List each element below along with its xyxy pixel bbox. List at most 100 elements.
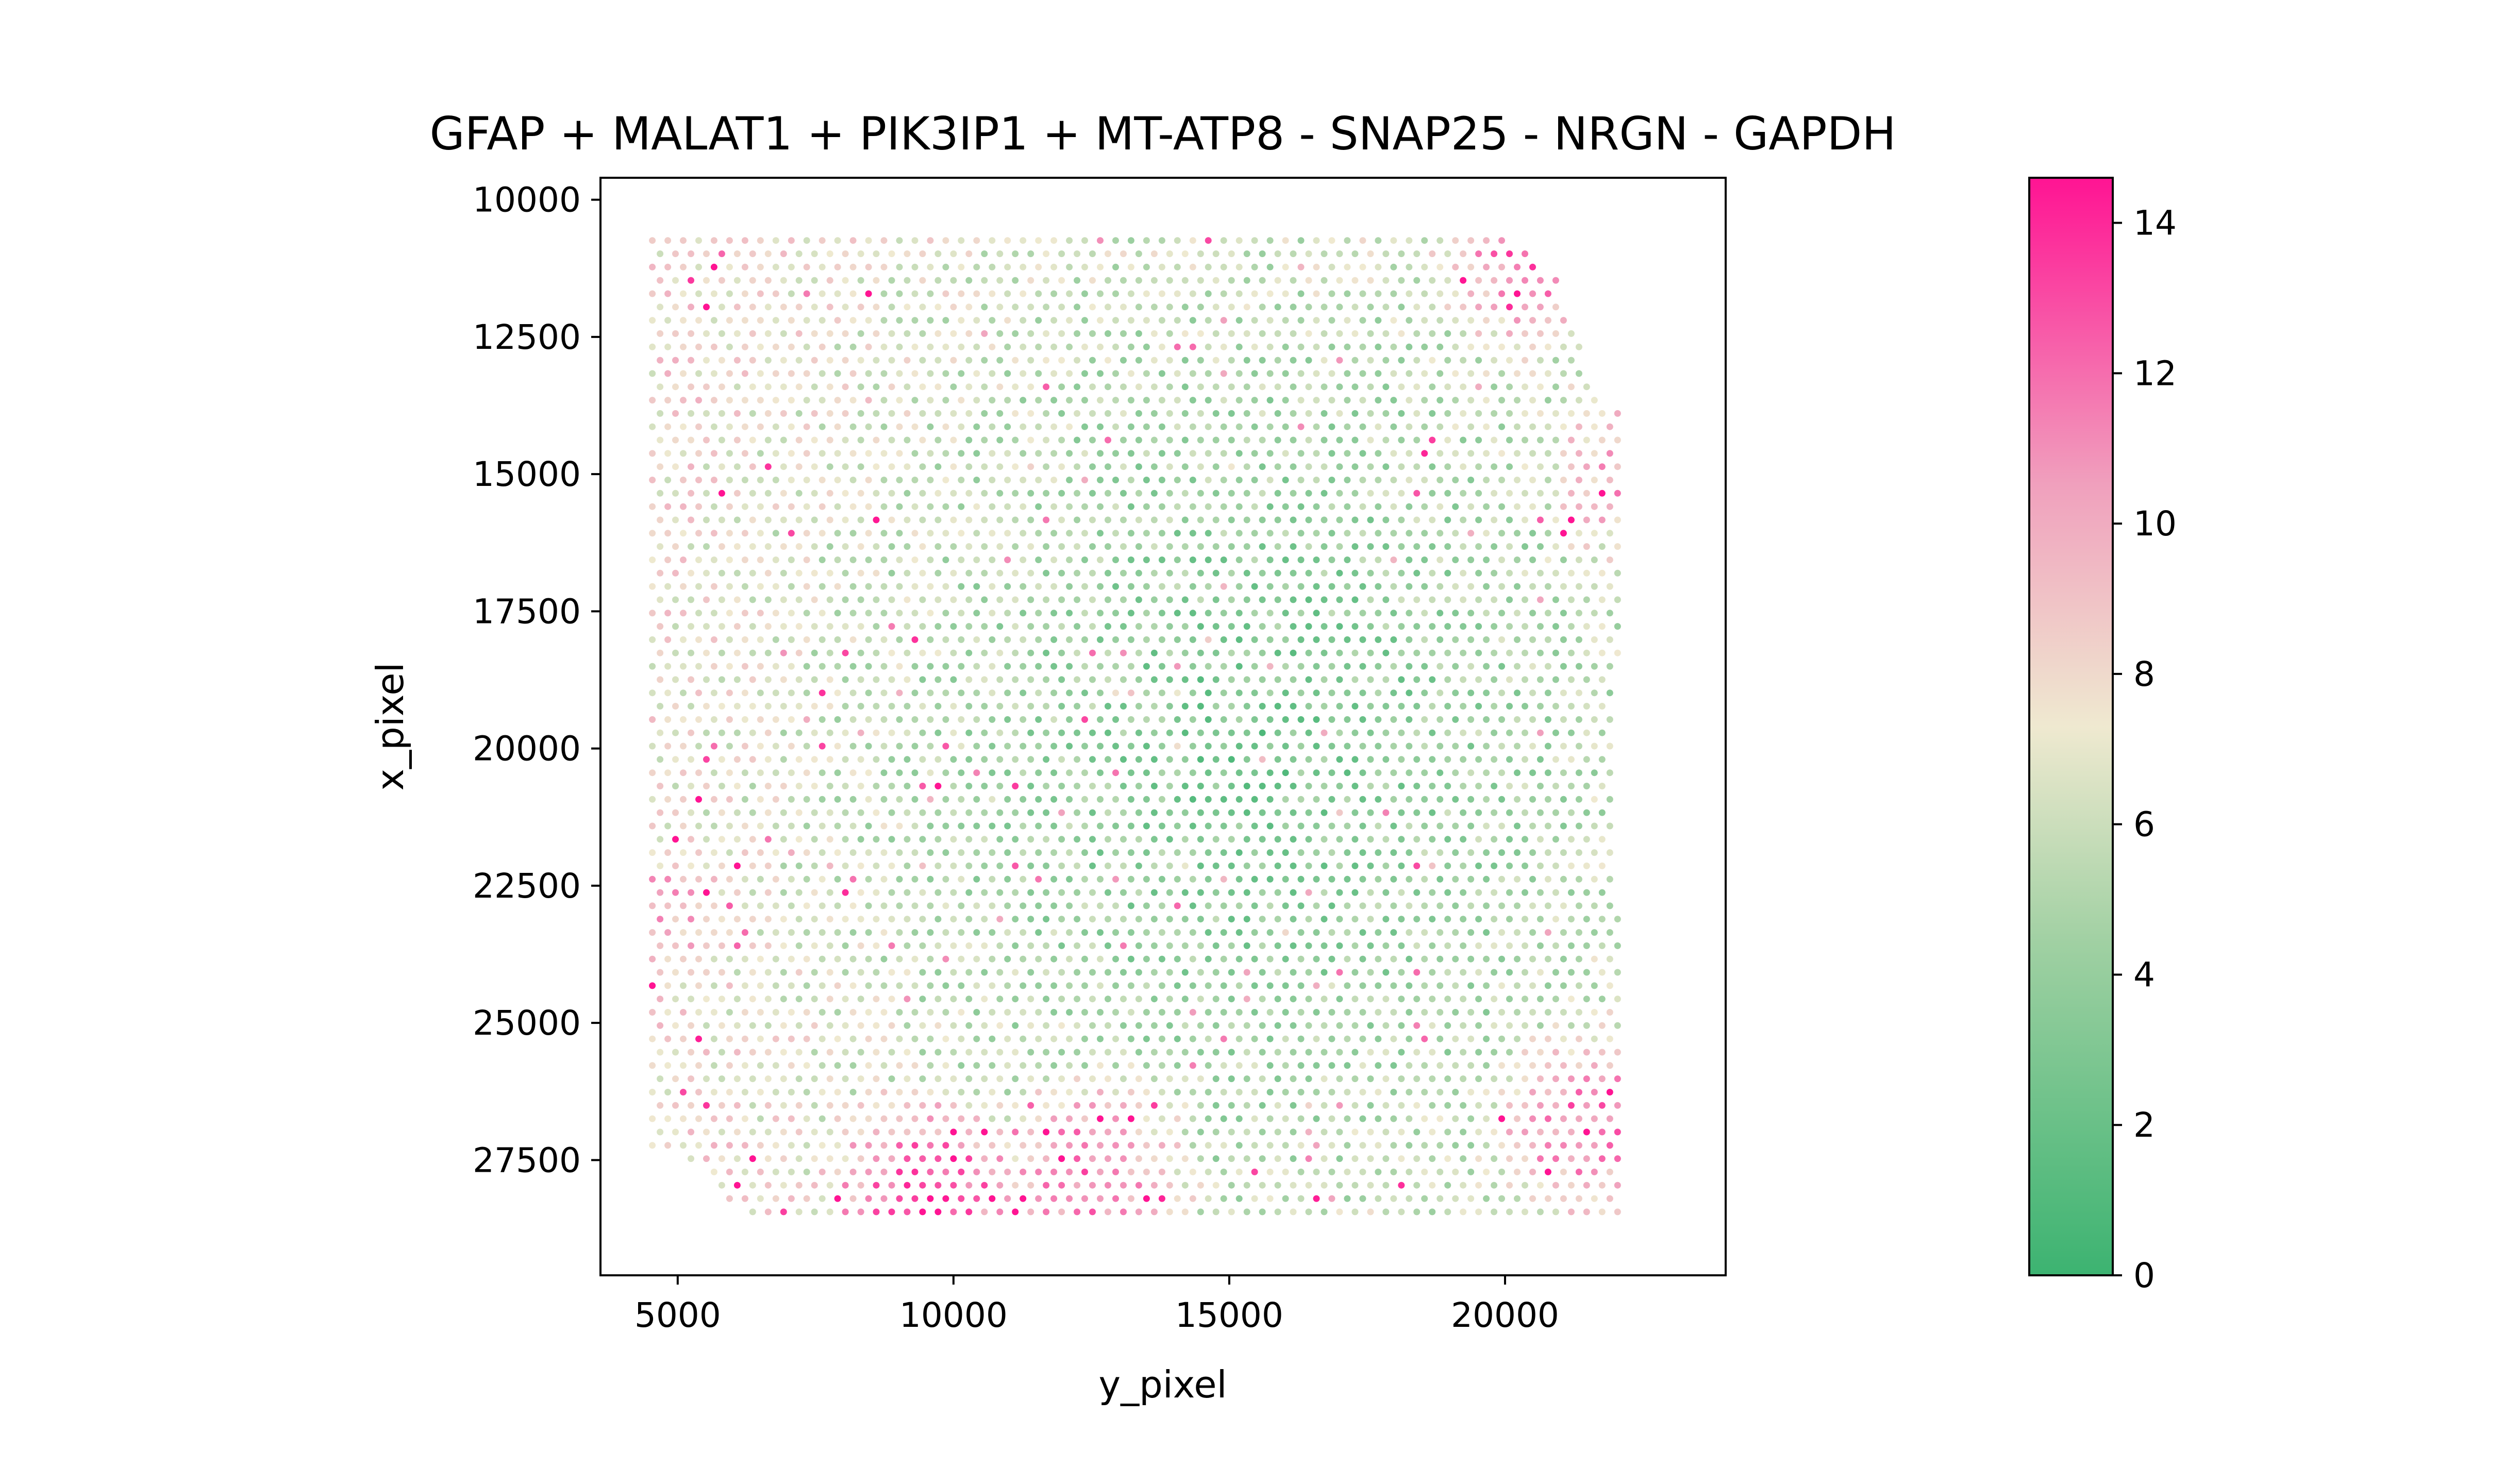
spot xyxy=(649,822,656,830)
spot xyxy=(1382,410,1390,417)
spot xyxy=(664,530,672,537)
spot xyxy=(1429,729,1436,736)
spot xyxy=(1421,1142,1428,1149)
spot xyxy=(1135,942,1142,949)
spot xyxy=(733,543,741,550)
spot xyxy=(1297,317,1305,324)
spot xyxy=(880,636,888,643)
spot xyxy=(1004,397,1011,404)
spot xyxy=(1266,875,1274,883)
spot xyxy=(749,996,756,1003)
spot xyxy=(672,809,679,816)
spot xyxy=(1475,1182,1482,1189)
spot xyxy=(973,530,980,537)
spot xyxy=(657,277,664,284)
spot xyxy=(989,503,996,510)
spot xyxy=(1552,596,1559,603)
spot xyxy=(1344,1035,1351,1042)
spot xyxy=(741,929,748,936)
spot xyxy=(958,849,965,856)
spot xyxy=(1259,569,1266,577)
spot xyxy=(695,263,702,271)
spot xyxy=(865,1168,872,1175)
spot xyxy=(849,450,857,457)
spot xyxy=(1112,636,1119,643)
spot xyxy=(1074,303,1081,311)
spot xyxy=(849,796,857,803)
spot xyxy=(1375,1089,1382,1095)
spot xyxy=(1382,1128,1390,1136)
spot xyxy=(1274,623,1281,630)
spot xyxy=(873,1208,880,1216)
spot xyxy=(749,330,756,337)
spot xyxy=(950,1155,957,1162)
spot xyxy=(1058,250,1065,257)
spot xyxy=(888,357,895,364)
spot xyxy=(788,450,795,457)
spot xyxy=(1583,463,1590,470)
spot xyxy=(842,1075,849,1083)
spot xyxy=(1575,1089,1582,1095)
spot xyxy=(772,583,779,590)
spot xyxy=(1205,477,1212,483)
spot xyxy=(958,1009,965,1016)
spot xyxy=(1135,703,1142,710)
spot xyxy=(1359,663,1366,670)
spot xyxy=(1498,1062,1505,1069)
spot xyxy=(1282,370,1289,377)
spot xyxy=(981,783,988,789)
spot xyxy=(672,543,679,550)
spot xyxy=(1290,969,1297,976)
spot xyxy=(733,357,741,364)
spot xyxy=(1498,610,1505,617)
spot xyxy=(1313,583,1320,590)
spot xyxy=(672,596,679,603)
spot xyxy=(911,370,918,377)
spot xyxy=(1290,756,1297,763)
spot xyxy=(1050,769,1058,777)
spot xyxy=(1444,623,1451,630)
spot xyxy=(1421,929,1428,936)
spot xyxy=(741,1168,748,1175)
spot xyxy=(1344,1142,1351,1149)
spot xyxy=(1598,410,1606,417)
spot xyxy=(1220,530,1227,537)
spot xyxy=(857,383,864,391)
spot xyxy=(672,569,679,577)
spot xyxy=(942,636,949,643)
spot xyxy=(1336,410,1343,417)
spot xyxy=(1189,1195,1196,1202)
spot xyxy=(834,849,841,856)
spot xyxy=(934,756,942,763)
spot xyxy=(1491,1182,1498,1189)
spot xyxy=(865,849,872,856)
spot xyxy=(688,1075,694,1083)
spot xyxy=(1591,1195,1598,1202)
spot xyxy=(1181,1075,1189,1083)
spot xyxy=(849,1009,857,1016)
spot xyxy=(1105,649,1111,656)
spot xyxy=(1514,929,1521,936)
spot xyxy=(1228,783,1235,789)
spot xyxy=(857,649,864,656)
spot xyxy=(896,1195,903,1202)
spot xyxy=(1251,477,1258,483)
spot xyxy=(1004,423,1011,430)
spot xyxy=(1336,569,1343,577)
spot xyxy=(1120,676,1127,683)
spot xyxy=(1522,1075,1528,1083)
spot xyxy=(1228,277,1235,284)
spot xyxy=(710,290,717,297)
spot xyxy=(965,569,973,577)
spot xyxy=(1429,1075,1436,1083)
spot xyxy=(1251,503,1258,510)
spot xyxy=(1344,796,1351,803)
spot xyxy=(904,836,911,843)
spot xyxy=(1259,1128,1266,1136)
spot xyxy=(1274,596,1281,603)
spot xyxy=(718,463,725,470)
spot xyxy=(764,383,772,391)
spot xyxy=(927,530,934,537)
spot xyxy=(942,796,949,803)
spot xyxy=(1205,689,1212,697)
